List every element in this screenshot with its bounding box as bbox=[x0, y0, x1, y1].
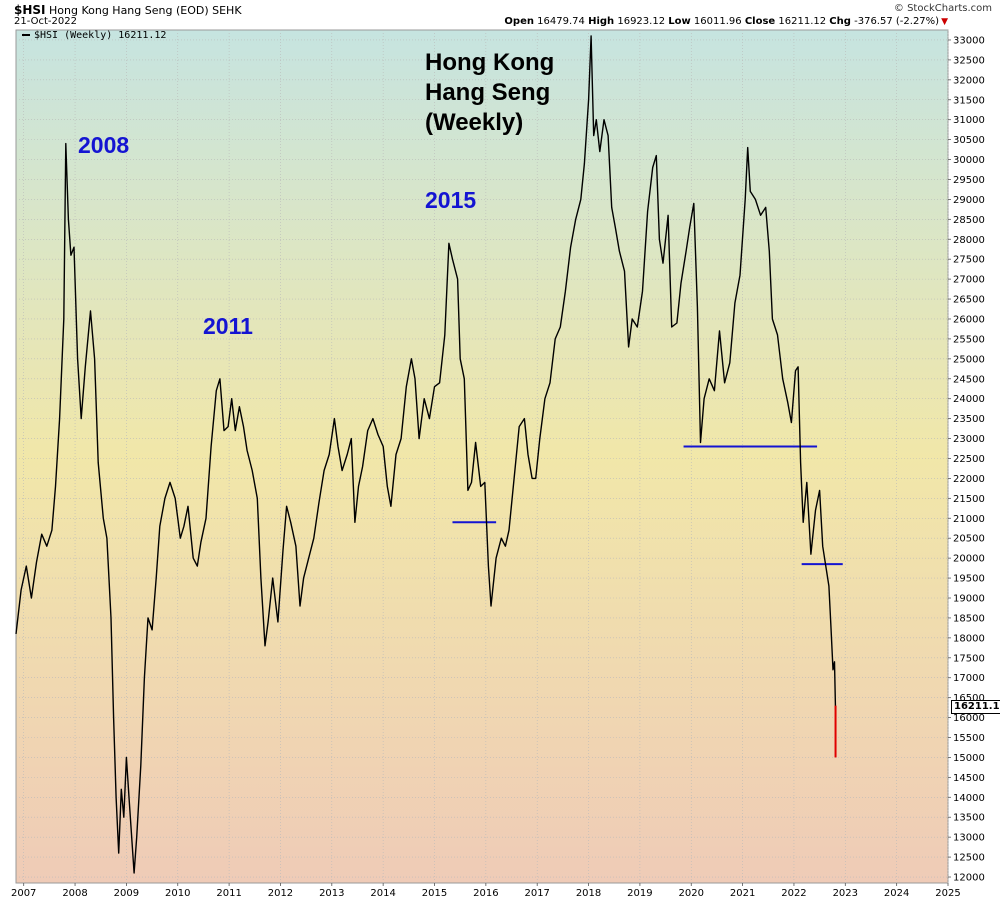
y-tick-label: 14000 bbox=[953, 793, 985, 804]
y-tick-label: 20500 bbox=[953, 534, 985, 545]
chart-header: $HSI Hong Kong Hang Seng (EOD) SEHK 21-O… bbox=[0, 0, 1000, 30]
y-tick-label: 13000 bbox=[953, 833, 985, 844]
ohlc-readout: Open 16479.74 High 16923.12 Low 16011.96… bbox=[504, 16, 948, 27]
y-tick-label: 12500 bbox=[953, 853, 985, 864]
series-line-hsi bbox=[15, 35, 837, 874]
y-tick-label: 15000 bbox=[953, 753, 985, 764]
y-tick-label: 22000 bbox=[953, 474, 985, 485]
open-value: 16479.74 bbox=[537, 16, 585, 27]
y-tick-label: 15500 bbox=[953, 733, 985, 744]
y-tick-label: 26500 bbox=[953, 295, 985, 306]
chg-label: Chg bbox=[829, 16, 851, 27]
y-tick-label: 21500 bbox=[953, 494, 985, 505]
x-tick-label: 2022 bbox=[781, 888, 806, 899]
close-label: Close bbox=[744, 16, 776, 27]
y-tick-label: 24000 bbox=[953, 394, 985, 405]
exchange: SEHK bbox=[212, 4, 242, 17]
x-tick-label: 2019 bbox=[627, 888, 652, 899]
x-tick-label: 2012 bbox=[268, 888, 293, 899]
high-label: High bbox=[588, 16, 615, 27]
y-tick-label: 19000 bbox=[953, 594, 985, 605]
symbol-line: $HSI Hong Kong Hang Seng (EOD) SEHK bbox=[14, 3, 242, 17]
x-tick-label: 2010 bbox=[165, 888, 190, 899]
y-tick-label: 32500 bbox=[953, 55, 985, 66]
y-tick-label: 32000 bbox=[953, 75, 985, 86]
y-tick-label: 26000 bbox=[953, 314, 985, 325]
open-label: Open bbox=[504, 16, 534, 27]
x-tick-label: 2017 bbox=[524, 888, 549, 899]
chart-title-annotation: Hong Kong Hang Seng (Weekly) bbox=[425, 49, 555, 136]
x-tick-label: 2021 bbox=[730, 888, 755, 899]
close-value: 16211.12 bbox=[778, 16, 827, 27]
y-tick-label: 31000 bbox=[953, 115, 985, 126]
chart-date: 21-Oct-2022 bbox=[14, 16, 77, 27]
last-price-label: 16211.12 bbox=[951, 700, 1000, 714]
y-tick-label: 22500 bbox=[953, 454, 985, 465]
chg-value: -376.57 (-2.27%) bbox=[854, 16, 940, 27]
x-tick-label: 2015 bbox=[422, 888, 447, 899]
y-tick-label: 29000 bbox=[953, 195, 985, 206]
down-triangle-icon: ▼ bbox=[941, 17, 948, 27]
annotation-2011: 2011 bbox=[203, 313, 253, 339]
y-tick-label: 16000 bbox=[953, 713, 985, 724]
y-tick-label: 16500 bbox=[953, 693, 985, 704]
legend-label: $HSI (Weekly) 16211.12 bbox=[34, 30, 167, 41]
annotation-2008: 2008 bbox=[78, 132, 130, 158]
y-axis: 12000 12500 13000 13500 14000 14500 15000 15500… bbox=[948, 35, 985, 884]
y-tick-label: 18500 bbox=[953, 613, 985, 624]
y-tick-label: 23000 bbox=[953, 434, 985, 445]
x-tick-label: 2016 bbox=[473, 888, 498, 899]
plot-background bbox=[15, 29, 949, 884]
x-tick-label: 2009 bbox=[114, 888, 139, 899]
index-name: Hong Kong Hang Seng (EOD) bbox=[49, 4, 209, 17]
y-tick-label: 12000 bbox=[953, 873, 985, 884]
low-label: Low bbox=[668, 16, 691, 27]
x-tick-label: 2024 bbox=[884, 888, 909, 899]
y-tick-label: 13500 bbox=[953, 813, 985, 824]
y-tick-label: 30500 bbox=[953, 135, 985, 146]
x-tick-label: 2007 bbox=[11, 888, 36, 899]
y-tick-label: 29500 bbox=[953, 175, 985, 186]
legend: $HSI (Weekly) 16211.12 bbox=[22, 30, 166, 41]
y-tick-label: 31500 bbox=[953, 95, 985, 106]
x-tick-label: 2014 bbox=[370, 888, 395, 899]
y-tick-label: 17000 bbox=[953, 673, 985, 684]
y-tick-label: 28000 bbox=[953, 235, 985, 246]
y-tick-label: 24500 bbox=[953, 374, 985, 385]
x-tick-label: 2020 bbox=[679, 888, 704, 899]
x-tick-label: 2013 bbox=[319, 888, 344, 899]
y-tick-label: 33000 bbox=[953, 35, 985, 46]
y-tick-label: 23500 bbox=[953, 414, 985, 425]
high-value: 16923.12 bbox=[617, 16, 666, 27]
y-tick-label: 14500 bbox=[953, 773, 985, 784]
legend-swatch bbox=[22, 34, 30, 36]
x-axis: 2007 2008 2009 2010 2011 2012 2013 2014 2015 2016… bbox=[11, 883, 961, 899]
brand-link[interactable]: © StockCharts.com bbox=[893, 3, 992, 14]
y-tick-label: 25500 bbox=[953, 334, 985, 345]
y-tick-label: 18000 bbox=[953, 633, 985, 644]
y-tick-label: 21000 bbox=[953, 514, 985, 525]
x-tick-label: 2025 bbox=[935, 888, 960, 899]
y-tick-label: 19500 bbox=[953, 574, 985, 585]
y-tick-label: 28500 bbox=[953, 215, 985, 226]
x-tick-label: 2008 bbox=[62, 888, 87, 899]
gridlines bbox=[16, 30, 949, 883]
y-tick-label: 27500 bbox=[953, 255, 985, 266]
annotation-2015: 2015 bbox=[425, 187, 477, 213]
y-tick-label: 27000 bbox=[953, 275, 985, 286]
x-tick-label: 2023 bbox=[833, 888, 858, 899]
x-tick-label: 2018 bbox=[576, 888, 601, 899]
y-tick-label: 17500 bbox=[953, 653, 985, 664]
y-tick-label: 25000 bbox=[953, 354, 985, 365]
symbol: $HSI bbox=[14, 3, 46, 17]
support-lines bbox=[452, 445, 843, 566]
x-tick-label: 2011 bbox=[216, 888, 241, 899]
low-value: 16011.96 bbox=[693, 16, 742, 27]
y-tick-label: 30000 bbox=[953, 155, 985, 166]
y-tick-label: 20000 bbox=[953, 554, 985, 565]
